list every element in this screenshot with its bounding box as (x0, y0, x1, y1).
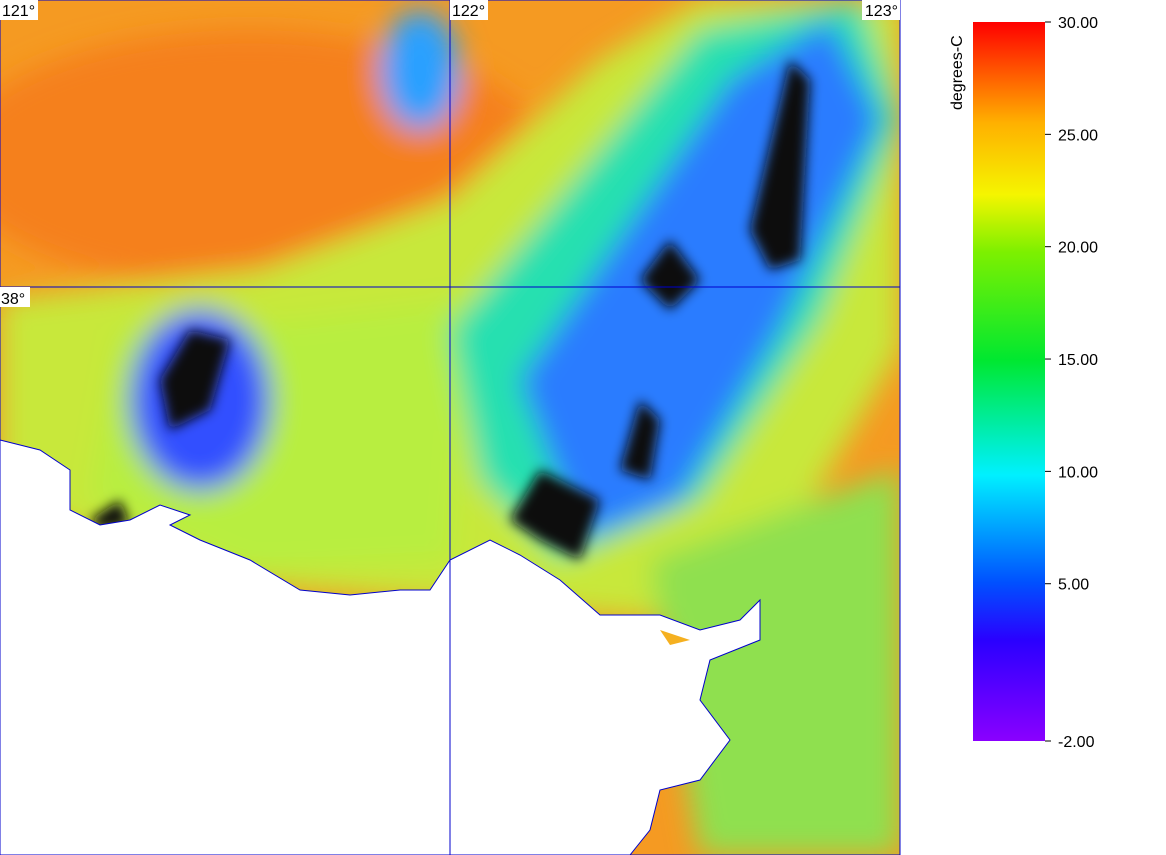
colorbar-title: degrees-C (949, 35, 966, 110)
colorbar-tick-label: 20.00 (1058, 240, 1098, 257)
label-background (450, 0, 488, 20)
colorbar-tick-label: 10.00 (1058, 464, 1098, 481)
land (0, 439, 761, 855)
sst-image (0, 0, 900, 855)
label-background (0, 0, 38, 20)
colorbar-tick-label: 30.00 (1058, 15, 1098, 32)
label-background (862, 0, 900, 20)
colorbar-tick-label: 5.00 (1058, 577, 1089, 594)
colorbar-tick-label: -2.00 (1058, 734, 1095, 751)
label-background (0, 287, 30, 307)
colorbar (973, 22, 1045, 741)
colorbar-tick-label: 15.00 (1058, 352, 1098, 369)
meridian-label: 121° (2, 3, 35, 20)
colorbar-tick-label: 25.00 (1058, 127, 1098, 144)
meridian-label: 122° (452, 3, 485, 20)
parallel-label: 38° (1, 291, 25, 308)
meridian-label: 123° (865, 3, 898, 20)
